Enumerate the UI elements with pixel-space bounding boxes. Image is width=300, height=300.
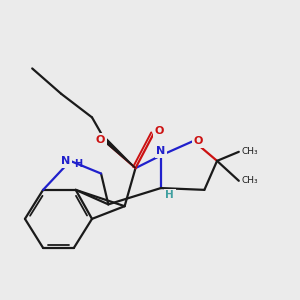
Text: N: N — [156, 146, 166, 156]
Text: CH₃: CH₃ — [242, 147, 258, 156]
Text: CH₃: CH₃ — [242, 176, 258, 185]
Text: N: N — [61, 156, 70, 166]
Text: O: O — [96, 135, 105, 145]
Text: H: H — [74, 159, 82, 170]
Text: O: O — [193, 136, 203, 146]
Text: H: H — [165, 190, 174, 200]
Text: O: O — [155, 126, 164, 136]
Polygon shape — [104, 139, 136, 168]
